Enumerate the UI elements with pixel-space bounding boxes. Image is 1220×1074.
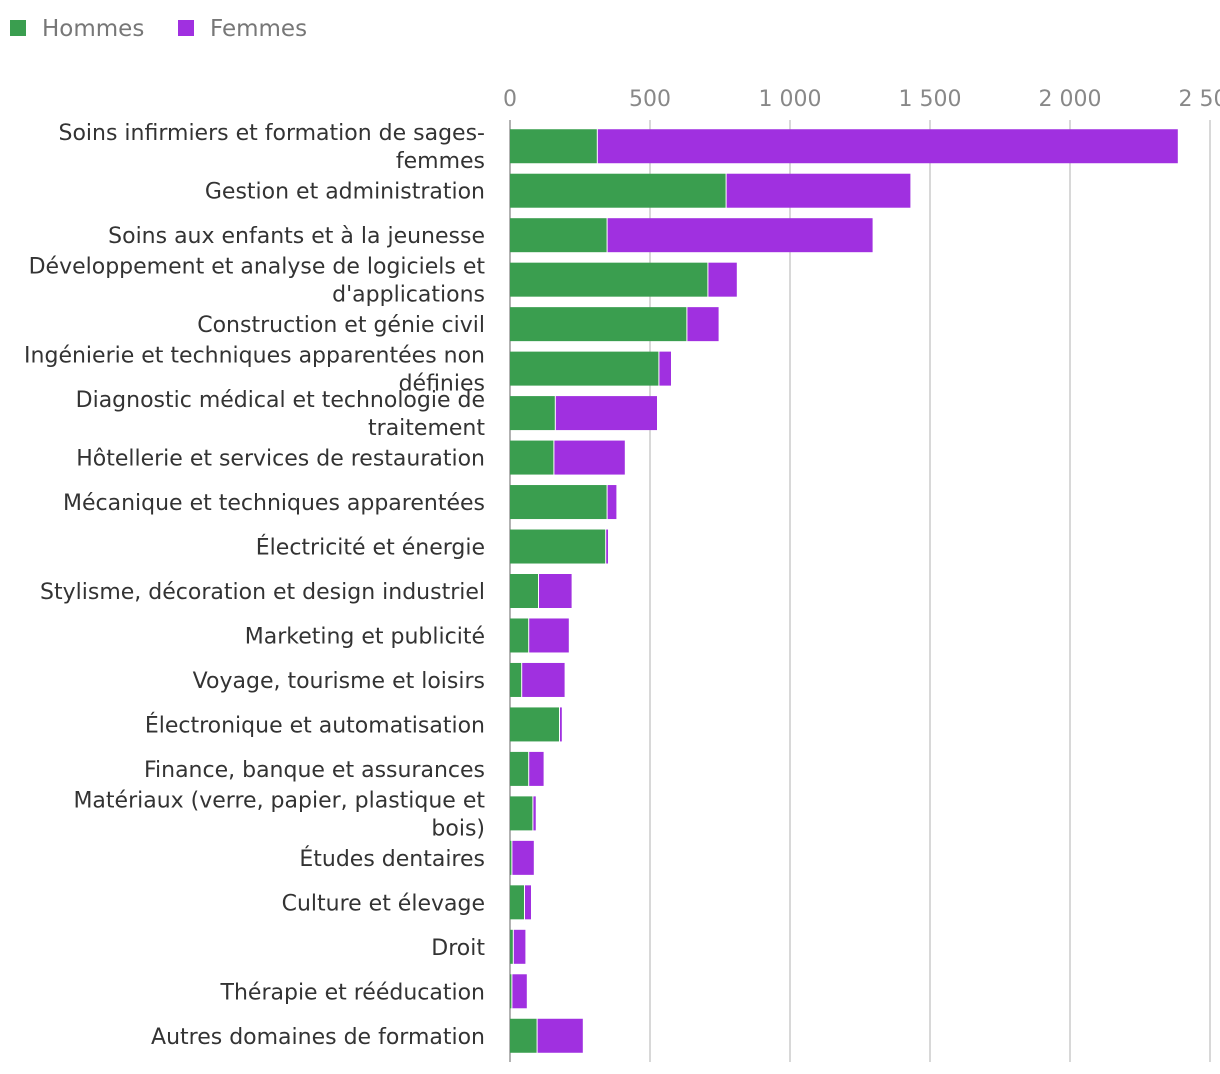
legend-label-hommes: Hommes	[42, 16, 144, 42]
legend-swatch-hommes	[10, 20, 26, 36]
x-tick-label: 1 500	[899, 87, 962, 112]
category-label: Soins infirmiers et formation de sages-	[59, 121, 486, 146]
bar-femmes	[529, 751, 544, 786]
bar-hommes	[510, 618, 529, 653]
legend-label-femmes: Femmes	[210, 16, 307, 42]
category-label: Diagnostic médical et technologie de	[76, 388, 485, 413]
category-label: Culture et élevage	[282, 891, 485, 916]
category-label: Marketing et publicité	[245, 624, 485, 649]
bar-hommes	[510, 929, 513, 964]
category-label: Stylisme, décoration et design industrie…	[40, 580, 485, 605]
bar-femmes	[512, 974, 527, 1009]
bar-femmes	[607, 485, 617, 520]
legend-swatch-femmes	[178, 20, 194, 36]
bar-hommes	[510, 840, 512, 875]
bar-hommes	[510, 307, 687, 342]
category-label: Hôtellerie et services de restauration	[76, 447, 485, 472]
bar-hommes	[510, 129, 597, 164]
category-label: Thérapie et rééducation	[220, 980, 485, 1005]
bar-hommes	[510, 262, 708, 297]
bar-hommes	[510, 529, 606, 564]
bar-femmes	[533, 796, 536, 831]
bar-femmes	[525, 885, 531, 920]
x-tick-label: 0	[503, 87, 517, 112]
category-label: traitement	[368, 416, 485, 441]
bar-femmes	[687, 307, 719, 342]
bar-hommes	[510, 485, 607, 520]
bar-femmes	[606, 529, 608, 564]
bar-femmes	[513, 929, 526, 964]
category-label: définies	[399, 372, 485, 397]
category-label: Autres domaines de formation	[151, 1025, 485, 1050]
grid-lines	[509, 120, 1211, 1062]
legend: Hommes Femmes	[10, 16, 307, 42]
bar-femmes	[597, 129, 1178, 164]
category-label: bois)	[431, 816, 485, 841]
bar-hommes	[510, 751, 529, 786]
bar-hommes	[510, 351, 659, 386]
bar-hommes	[510, 218, 607, 253]
bar-hommes	[510, 707, 559, 742]
bar-femmes	[529, 618, 569, 653]
category-label: Électricité et énergie	[256, 535, 485, 561]
category-label: Finance, banque et assurances	[144, 758, 485, 783]
bar-femmes	[537, 1018, 583, 1053]
category-label: femmes	[396, 149, 485, 174]
bar-femmes	[522, 662, 565, 697]
bar-femmes	[659, 351, 671, 386]
bar-hommes	[510, 662, 522, 697]
bar-hommes	[510, 974, 512, 1009]
x-axis-ticks: 0 500 1 000 1 500 2 000 2 500	[503, 87, 1220, 112]
x-tick-label: 2 500	[1179, 87, 1220, 112]
category-label: Gestion et administration	[205, 180, 485, 205]
x-tick-label: 500	[629, 87, 671, 112]
bar-hommes	[510, 173, 726, 208]
bar-hommes	[510, 1018, 537, 1053]
category-label: Développement et analyse de logiciels et	[29, 255, 486, 280]
bar-femmes	[607, 218, 873, 253]
category-label: Études dentaires	[299, 846, 485, 872]
category-label: Droit	[431, 936, 485, 961]
category-label: Soins aux enfants et à la jeunesse	[108, 224, 485, 249]
x-tick-label: 2 000	[1039, 87, 1102, 112]
bar-hommes	[510, 574, 538, 608]
bar-hommes	[510, 885, 524, 920]
category-label: Voyage, tourisme et loisirs	[193, 669, 485, 694]
bar-femmes	[555, 396, 657, 431]
bar-hommes	[510, 796, 533, 831]
category-label: d'applications	[332, 283, 485, 308]
category-label: Électronique et automatisation	[145, 712, 485, 738]
bar-femmes	[726, 173, 911, 208]
category-label: Mécanique et techniques apparentées	[63, 491, 485, 516]
bar-femmes	[560, 707, 562, 742]
category-label: Construction et génie civil	[197, 313, 485, 338]
category-labels: Soins infirmiers et formation de sages-f…	[24, 121, 485, 1050]
x-tick-label: 1 000	[759, 87, 822, 112]
bar-femmes	[512, 840, 534, 875]
bar-hommes	[510, 396, 555, 431]
bar-hommes	[510, 440, 554, 475]
category-label: Ingénierie et techniques apparentées non	[24, 344, 485, 369]
category-label: Matériaux (verre, papier, plastique et	[73, 788, 485, 813]
bar-femmes	[539, 574, 572, 608]
bar-femmes	[554, 440, 625, 475]
bar-femmes	[708, 262, 737, 297]
bars	[510, 129, 1178, 1053]
